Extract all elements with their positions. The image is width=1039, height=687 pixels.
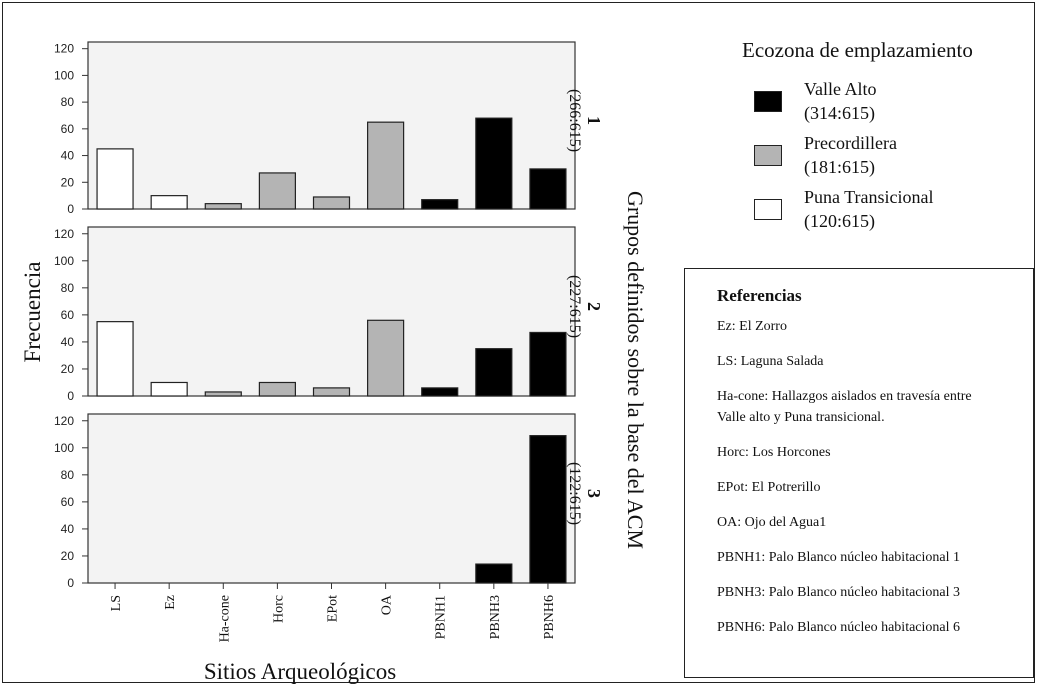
panel-count-label: (266:615) xyxy=(566,89,583,152)
references-title: Referencias xyxy=(717,286,802,305)
bar xyxy=(421,387,459,397)
panel-group-label: 1 xyxy=(584,116,604,125)
bar xyxy=(529,331,567,397)
reference-item: LS: Laguna Salada xyxy=(717,354,824,369)
x-tick-label: LS xyxy=(109,595,124,611)
x-tick-label: OA xyxy=(380,594,395,615)
reference-item: EPot: El Potrerillo xyxy=(717,480,821,495)
legend-item-precordillera: Precordillera (181:615) xyxy=(754,131,1032,179)
y-tick-label: 40 xyxy=(61,149,75,163)
x-tick-label: Horc xyxy=(271,595,286,623)
y-tick-label: 20 xyxy=(61,549,75,563)
legend-count: (181:615) xyxy=(804,157,875,177)
reference-item: Ha-cone: Hallazgos aislados en travesía … xyxy=(717,389,972,425)
y-tick-label: 100 xyxy=(54,441,74,455)
bar xyxy=(204,203,242,210)
bar xyxy=(96,148,134,210)
legend-swatch-precordillera xyxy=(754,145,782,166)
panel-background xyxy=(87,413,576,584)
bar xyxy=(312,196,351,210)
panel-count-label: (122:615) xyxy=(566,462,583,525)
y-tick-label: 60 xyxy=(61,495,75,509)
x-tick-label: Ha-cone xyxy=(217,595,232,642)
bar xyxy=(150,381,188,397)
y-tick-label: 80 xyxy=(61,281,75,295)
legend-count: (314:615) xyxy=(804,103,875,123)
panel-group-label: 3 xyxy=(584,489,604,498)
y-tick-label: 100 xyxy=(54,68,74,82)
reference-item: OA: Ojo del Agua1 xyxy=(717,515,827,530)
bar xyxy=(150,195,188,210)
x-axis-label: Sitios Arqueológicos xyxy=(204,659,396,684)
legend-item-puna-transicional: Puna Transicional (120:615) xyxy=(754,185,1032,233)
x-tick-label: PBNH1 xyxy=(434,595,449,639)
legend-title: Ecozona de emplazamiento xyxy=(742,38,973,62)
bar xyxy=(529,168,567,210)
y-tick-label: 120 xyxy=(54,414,74,428)
bar xyxy=(475,117,513,210)
x-tick-label: Ez xyxy=(163,595,178,610)
y-tick-label: 0 xyxy=(67,576,74,590)
legend-item-valle-alto: Valle Alto (314:615) xyxy=(754,77,1032,125)
x-tick-label: PBNH6 xyxy=(542,595,557,639)
panel-count-label: (227:615) xyxy=(566,275,583,338)
bar xyxy=(475,563,513,584)
reference-item: Horc: Los Horcones xyxy=(717,445,831,460)
bar xyxy=(475,348,513,397)
y-tick-label: 120 xyxy=(54,227,74,241)
y-tick-label: 60 xyxy=(61,122,75,136)
bar xyxy=(204,391,242,397)
y-tick-label: 60 xyxy=(61,308,75,322)
bar xyxy=(96,321,134,397)
y-tick-label: 20 xyxy=(61,175,75,189)
y-axis-label: Frecuencia xyxy=(20,262,45,363)
y-tick-label: 100 xyxy=(54,254,74,268)
bar xyxy=(367,319,405,397)
y-tick-label: 40 xyxy=(61,335,75,349)
y-tick-label: 40 xyxy=(61,522,75,536)
reference-item: Ez: El Zorro xyxy=(717,319,787,334)
bar xyxy=(421,199,459,210)
legend-count: (120:615) xyxy=(804,211,875,231)
y-tick-label: 80 xyxy=(61,468,75,482)
panel-group-label: 2 xyxy=(584,302,604,311)
bar xyxy=(367,121,405,210)
y-tick-label: 0 xyxy=(67,389,74,403)
legend-label: Puna Transicional xyxy=(804,187,934,207)
bar xyxy=(529,435,567,584)
y-tick-label: 80 xyxy=(61,95,75,109)
legend: Ecozona de emplazamiento Valle Alto (314… xyxy=(742,38,1032,239)
x-tick-label: PBNH3 xyxy=(488,595,503,639)
legend-swatch-puna-transicional xyxy=(754,199,782,220)
y-tick-label: 20 xyxy=(61,362,75,376)
bar xyxy=(258,381,296,397)
y-tick-label: 0 xyxy=(67,202,74,216)
bar xyxy=(312,387,351,397)
legend-label: Precordillera xyxy=(804,133,897,153)
bar xyxy=(258,172,296,210)
reference-item: PBNH1: Palo Blanco núcleo habitacional 1 xyxy=(717,550,961,565)
reference-item: PBNH6: Palo Blanco núcleo habitacional 6 xyxy=(717,620,961,635)
right-axis-title: Grupos definidos sobre la base del ACM xyxy=(623,191,648,549)
legend-swatch-valle-alto xyxy=(754,91,782,112)
legend-label: Valle Alto xyxy=(804,79,877,99)
y-tick-label: 120 xyxy=(54,42,74,56)
x-tick-label: EPot xyxy=(326,595,341,622)
reference-item: PBNH3: Palo Blanco núcleo habitacional 3 xyxy=(717,585,961,600)
references-box: Referencias Ez: El Zorro LS: Laguna Sala… xyxy=(684,268,1034,678)
